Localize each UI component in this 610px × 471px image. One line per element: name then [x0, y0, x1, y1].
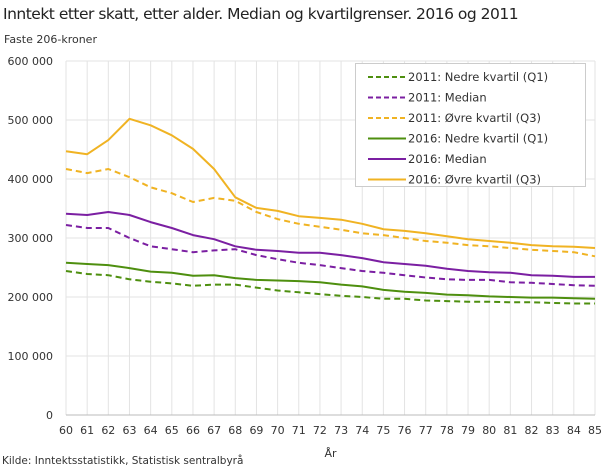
x-tick-label: 66 [186, 424, 200, 437]
series-line [65, 270, 595, 305]
x-tick-label: 84 [567, 424, 581, 437]
series-line [65, 117, 596, 249]
x-tick-label: 64 [144, 424, 158, 437]
legend-label: 2011: Nedre kvartil (Q1) [408, 70, 548, 84]
x-tick-label: 73 [334, 424, 348, 437]
y-tick-label: 200 000 [8, 291, 54, 304]
y-tick-label: 300 000 [8, 232, 54, 245]
y-tick-label: 100 000 [8, 350, 54, 363]
x-tick-label: 69 [249, 424, 263, 437]
x-tick-label: 60 [59, 424, 73, 437]
chart-title: Inntekt etter skatt, etter alder. Median… [3, 5, 519, 23]
x-tick-label: 74 [355, 424, 369, 437]
series-line [65, 224, 596, 287]
x-tick-label: 76 [398, 424, 412, 437]
x-tick-label: 72 [313, 424, 327, 437]
source-note: Kilde: Inntektsstatistikk, Statistisk se… [2, 455, 244, 467]
legend-label: 2016: Øvre kvartil (Q3) [408, 173, 541, 187]
x-tick-label: 67 [207, 424, 221, 437]
series-line [65, 211, 595, 278]
legend-label: 2011: Øvre kvartil (Q3) [408, 111, 541, 125]
x-tick-label: 82 [525, 424, 539, 437]
y-tick-label: 500 000 [8, 114, 54, 127]
y-tick-label: 0 [46, 409, 53, 422]
x-tick-label: 85 [588, 424, 602, 437]
x-tick-label: 81 [503, 424, 517, 437]
series-line [65, 261, 596, 300]
legend-label: 2016: Nedre kvartil (Q1) [408, 132, 548, 146]
legend-label: 2016: Median [408, 152, 487, 166]
x-tick-label: 63 [122, 424, 136, 437]
x-tick-label: 78 [440, 424, 454, 437]
y-tick-label: 600 000 [8, 55, 54, 68]
x-tick-label: 70 [271, 424, 285, 437]
legend-label: 2011: Median [408, 91, 487, 105]
x-tick-label: 68 [228, 424, 242, 437]
series-line [65, 168, 596, 258]
y-tick-label: 400 000 [8, 173, 54, 186]
x-tick-label: 83 [546, 424, 560, 437]
x-tick-label: 61 [80, 424, 94, 437]
legend-box [355, 63, 586, 187]
x-tick-label: 62 [101, 424, 115, 437]
x-tick-label: 77 [419, 424, 433, 437]
x-tick-label: 75 [376, 424, 390, 437]
x-axis-title: År [324, 447, 337, 460]
x-tick-label: 71 [292, 424, 306, 437]
x-tick-label: 79 [461, 424, 475, 437]
x-tick-label: 65 [165, 424, 179, 437]
x-tick-label: 80 [482, 424, 496, 437]
y-axis-label: Faste 206-kroner [4, 33, 97, 46]
